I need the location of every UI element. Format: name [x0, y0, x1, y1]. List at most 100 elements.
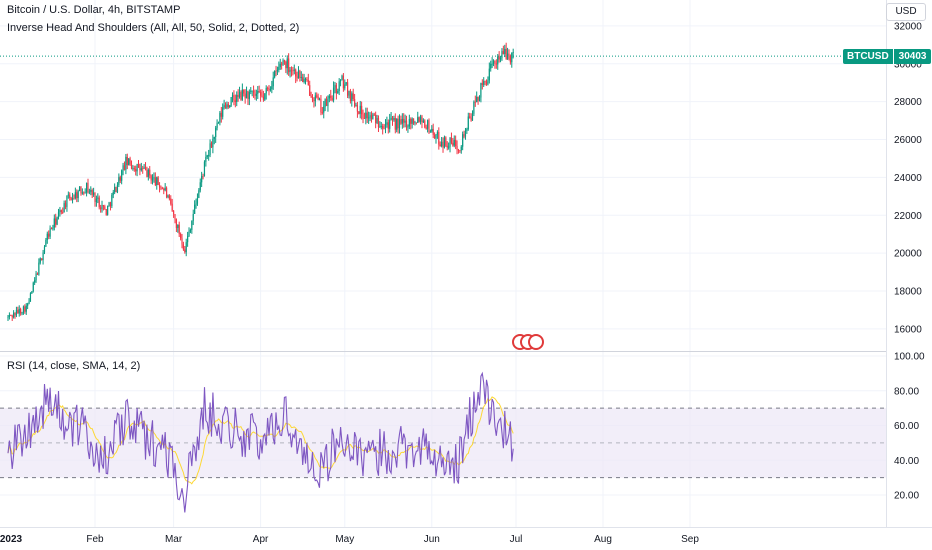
candle-body [304, 78, 307, 80]
candle-body [318, 98, 321, 100]
candle-body [414, 122, 416, 124]
candle-body [325, 99, 328, 106]
candle-body [101, 205, 103, 210]
candle-body [259, 91, 262, 96]
candle-body [379, 126, 381, 128]
candle-body [411, 118, 413, 124]
candle-body [195, 203, 197, 205]
candle-body [243, 89, 245, 94]
price-axis-label: 20000 [894, 249, 922, 260]
candle-body [332, 87, 335, 101]
candle-body [354, 99, 356, 107]
candle-body [107, 205, 109, 215]
candle-body [445, 137, 447, 146]
candle-body [142, 168, 144, 170]
candle-body [365, 112, 367, 119]
indicator-title[interactable]: Inverse Head And Shoulders (All, All, 50… [7, 22, 300, 34]
candle-body [389, 119, 391, 129]
candle-body [341, 75, 343, 81]
candle-body [282, 60, 284, 65]
candle-body [255, 93, 257, 96]
candle-body [426, 120, 429, 129]
candle-body [189, 229, 192, 232]
candle-body [174, 214, 176, 220]
candle-body [34, 280, 36, 283]
candle-body [77, 191, 79, 199]
candle-body [20, 308, 22, 314]
candle-body [85, 182, 88, 193]
candle-body [45, 239, 47, 247]
candle-body [36, 273, 39, 275]
candle-body [206, 155, 208, 157]
candle-body [511, 52, 513, 63]
candle-body [382, 126, 384, 129]
candle-body [487, 80, 489, 85]
candle-body [237, 94, 239, 97]
candle-body [230, 97, 232, 106]
economic-events-icon[interactable] [512, 334, 548, 350]
candle-body [460, 146, 462, 151]
candle-body [130, 163, 133, 169]
candle-body [178, 224, 180, 235]
candle-body [265, 87, 267, 94]
candle-body [251, 90, 253, 92]
candle-body [199, 182, 201, 191]
candle-body [358, 111, 360, 114]
candle-body [407, 126, 409, 128]
candle-body [171, 203, 173, 211]
candle-body [188, 231, 190, 237]
candle-body [316, 95, 318, 97]
candle-body [209, 143, 211, 156]
candle-body [334, 85, 336, 88]
candle-body [289, 69, 291, 73]
candle-body [164, 187, 166, 191]
currency-button[interactable]: USD [886, 3, 926, 21]
candle-body [181, 238, 183, 245]
candle-body [390, 117, 392, 120]
candle-body [14, 312, 16, 316]
candle-body [271, 86, 273, 90]
time-axis-label: 2023 [0, 534, 23, 545]
symbol-title[interactable]: Bitcoin / U.S. Dollar, 4h, BITSTAMP [7, 4, 181, 16]
candle-body [261, 95, 263, 97]
rsi-axis[interactable]: 100.00 80.00 60.00 40.00 20.00 [894, 352, 925, 502]
candle-body [227, 104, 229, 107]
candle-body [194, 204, 196, 214]
candle-body [313, 100, 315, 102]
candle-body [474, 101, 476, 103]
candle-body [202, 175, 204, 177]
candle-body [48, 233, 50, 237]
candle-body [356, 105, 359, 112]
candle-body [342, 75, 344, 89]
candle-body [375, 114, 377, 123]
candle-body [393, 117, 395, 121]
candle-body [398, 119, 401, 129]
candle-body [175, 219, 177, 228]
candle-body [24, 306, 26, 312]
candle-body [97, 197, 99, 199]
candle-body [506, 53, 509, 59]
candle-body [231, 95, 234, 98]
candle-body [339, 80, 342, 82]
candle-body [351, 93, 353, 102]
candle-body [144, 167, 147, 171]
candle-body [153, 177, 155, 179]
candle-body [114, 186, 116, 192]
candle-body [484, 81, 486, 83]
candle-body [436, 131, 439, 135]
price-axis[interactable]: 32000 30000 28000 26000 24000 22000 20000 18000… [894, 21, 922, 335]
candle-body [419, 116, 422, 122]
candle-body [27, 303, 29, 306]
candle-body [394, 117, 396, 130]
candle-body [422, 120, 424, 123]
price-axis-label: 16000 [894, 324, 922, 335]
price-tag: BTCUSD 30403 [843, 49, 932, 64]
candle-body [226, 104, 228, 109]
price-axis-label: 28000 [894, 97, 922, 108]
time-axis[interactable]: 2023 Feb Mar Apr May Jun Jul Aug Sep [0, 534, 699, 545]
rsi-title[interactable]: RSI (14, close, SMA, 14, 2) [7, 360, 141, 372]
candle-body [349, 90, 352, 102]
candle-body [295, 69, 297, 77]
candle-body [128, 158, 130, 166]
